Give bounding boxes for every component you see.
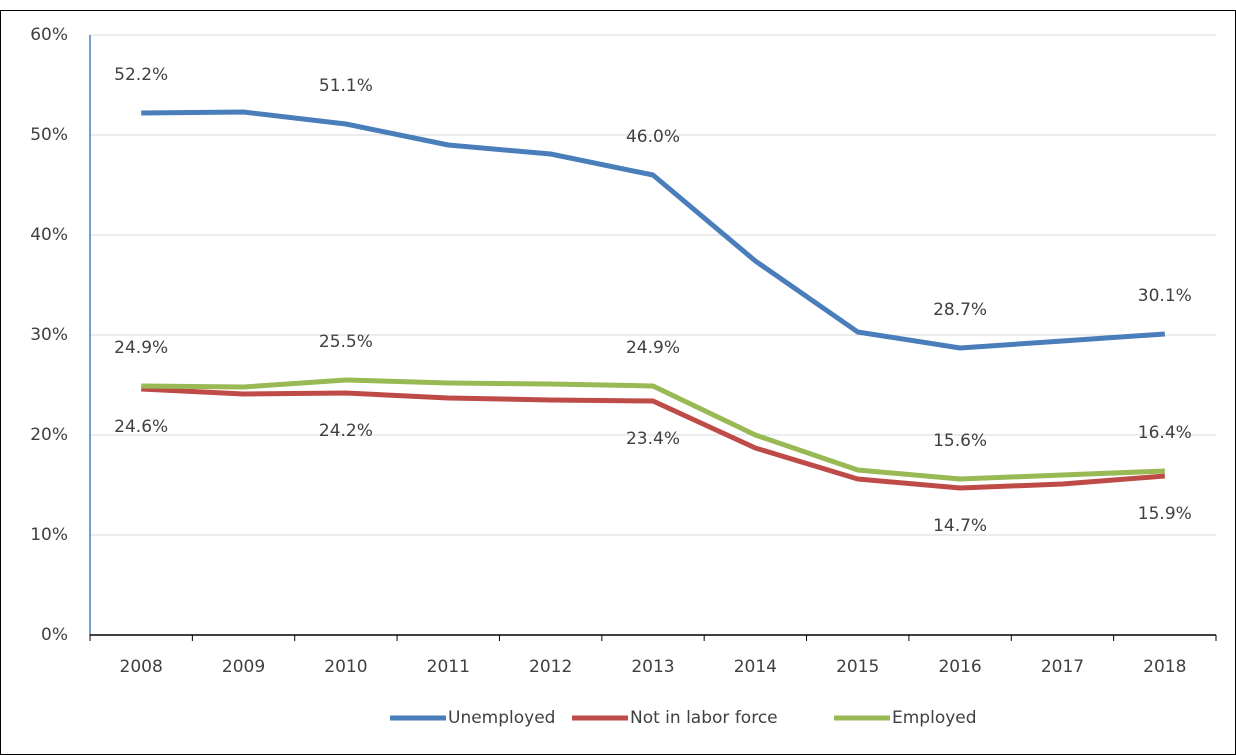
data-label: 25.5% [319,332,373,352]
y-tick-label: 0% [41,625,68,645]
x-tick-label: 2012 [529,657,572,677]
series-line [141,377,1165,482]
y-tick-label: 10% [30,525,68,545]
data-label: 16.4% [1138,423,1192,443]
x-tick-label: 2009 [222,657,265,677]
x-tick-label: 2010 [324,657,367,677]
data-label: 23.4% [626,429,680,449]
data-label: 15.9% [1138,504,1192,524]
data-label: 30.1% [1138,286,1192,306]
x-tick-label: 2008 [120,657,163,677]
x-tick-label: 2013 [631,657,674,677]
legend-label: Unemployed [448,708,555,728]
x-tick-label: 2017 [1041,657,1084,677]
x-tick-label: 2014 [734,657,777,677]
data-label: 24.9% [114,338,168,358]
x-tick-label: 2015 [836,657,879,677]
data-label: 46.0% [626,127,680,147]
data-label: 51.1% [319,76,373,96]
y-tick-label: 60% [30,25,68,45]
chart-frame [0,10,1236,755]
series-line [141,386,1166,491]
data-label: 28.7% [933,300,987,320]
data-label: 15.6% [933,431,987,451]
y-tick-label: 20% [30,425,68,445]
legend-label: Employed [892,708,977,728]
data-label: 14.7% [933,516,987,536]
y-tick-label: 40% [30,225,68,245]
data-label: 24.9% [626,338,680,358]
y-tick-label: 30% [30,325,68,345]
x-tick-label: 2011 [427,657,470,677]
data-label: 24.6% [114,417,168,437]
legend-label: Not in labor force [630,708,778,728]
series-line [141,109,1165,351]
x-tick-label: 2018 [1143,657,1186,677]
x-tick-label: 2016 [938,657,981,677]
y-tick-label: 50% [30,125,68,145]
data-label: 52.2% [114,65,168,85]
data-label: 24.2% [319,421,373,441]
